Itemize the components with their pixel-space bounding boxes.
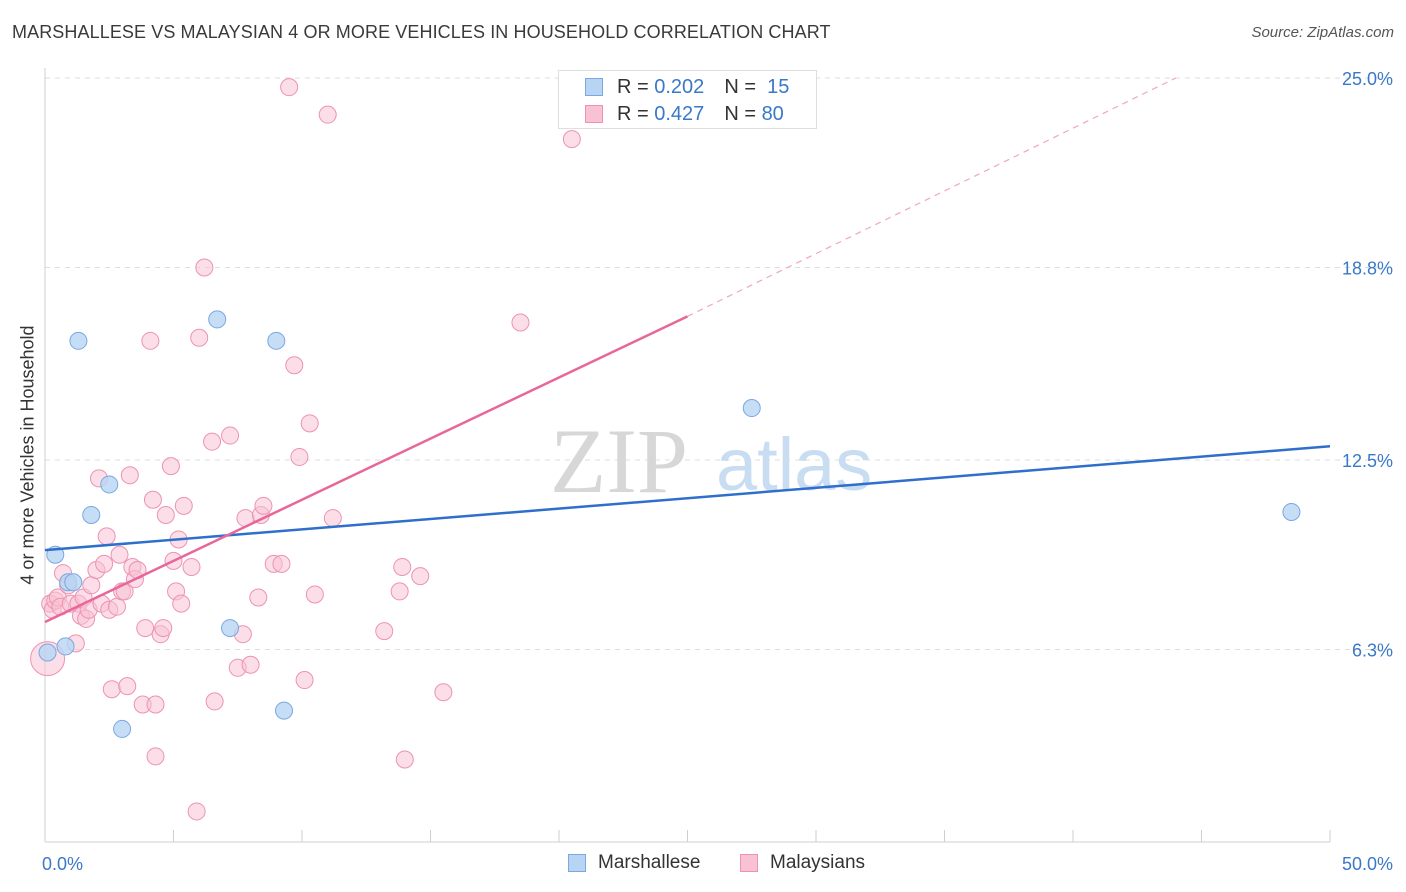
- legend-row-marshallese: R = 0.202 N = 15: [559, 74, 789, 100]
- series-marshallese-points: [38, 310, 1301, 738]
- point-malaysians: [254, 496, 273, 515]
- point-marshallese: [56, 637, 75, 656]
- point-malaysians: [511, 313, 530, 332]
- y-tick-label: 12.5%: [1342, 451, 1393, 471]
- point-malaysians: [172, 594, 191, 613]
- point-malaysians: [141, 331, 160, 350]
- point-malaysians: [295, 671, 314, 690]
- y-tick-label: 25.0%: [1342, 69, 1393, 89]
- point-malaysians: [120, 466, 139, 485]
- point-marshallese: [100, 475, 119, 494]
- point-malaysians: [375, 622, 394, 641]
- point-marshallese: [64, 573, 83, 592]
- point-marshallese: [221, 619, 240, 638]
- legend-n-value-marshallese: 15: [767, 75, 790, 98]
- trend-line-marshallese: [44, 445, 1331, 552]
- point-malaysians: [434, 683, 453, 702]
- point-malaysians: [156, 506, 175, 525]
- point-malaysians: [190, 328, 209, 347]
- point-marshallese: [82, 506, 101, 525]
- point-malaysians: [390, 582, 409, 601]
- legend-item-malaysians[interactable]: Malaysians: [740, 852, 865, 874]
- legend-n-value-malaysians: 80: [761, 102, 784, 125]
- point-malaysians: [411, 567, 430, 586]
- trend-line-malaysians-extension: [687, 77, 1177, 317]
- legend-r-label: R =: [617, 102, 649, 125]
- point-malaysians: [161, 457, 180, 476]
- legend-r-value-marshallese: 0.202: [654, 75, 705, 98]
- legend-label-malaysians: Malaysians: [770, 852, 866, 873]
- point-marshallese: [1282, 502, 1301, 521]
- x-tick-label: 50.0%: [1342, 854, 1393, 874]
- point-malaysians: [305, 585, 324, 604]
- gridlines: [45, 77, 1392, 650]
- point-malaysians: [102, 680, 121, 699]
- watermark-atlas: atlas: [716, 423, 872, 506]
- trend-lines: [44, 77, 1331, 624]
- point-malaysians: [118, 677, 137, 696]
- legend-label-marshallese: Marshallese: [598, 852, 701, 873]
- point-malaysians: [323, 509, 342, 528]
- source-label: Source: ZipAtlas.com: [1251, 24, 1394, 41]
- point-malaysians: [110, 545, 129, 564]
- point-marshallese: [742, 399, 761, 418]
- legend-r-value-malaysians: 0.427: [654, 102, 705, 125]
- point-malaysians: [205, 692, 224, 711]
- point-marshallese: [38, 643, 57, 662]
- point-marshallese: [275, 701, 294, 720]
- point-malaysians: [249, 588, 268, 607]
- legend-row-malaysians: R = 0.427 N = 80: [559, 101, 784, 127]
- point-malaysians: [146, 695, 165, 714]
- point-malaysians: [285, 356, 304, 375]
- legend-swatch-malaysians: [740, 854, 758, 872]
- point-malaysians: [203, 432, 222, 451]
- point-malaysians: [154, 619, 173, 638]
- point-malaysians: [290, 447, 309, 466]
- tick-labels: 6.3% 12.5% 18.8% 25.0% 0.0% 50.0%: [42, 69, 1393, 874]
- point-malaysians: [107, 597, 126, 616]
- point-marshallese: [113, 719, 132, 738]
- watermark: ZIP atlas: [550, 410, 872, 512]
- axes: [44, 68, 1331, 843]
- point-malaysians: [300, 414, 319, 433]
- point-malaysians: [393, 557, 412, 576]
- legend-swatch-marshallese: [568, 854, 586, 872]
- point-malaysians: [187, 802, 206, 821]
- x-tick-label: 0.0%: [42, 854, 83, 874]
- series-legend: Marshallese Malaysians: [0, 852, 1406, 878]
- point-malaysians: [143, 490, 162, 509]
- point-malaysians: [221, 426, 240, 445]
- series-malaysians-points: [30, 78, 653, 821]
- point-malaysians: [241, 655, 260, 674]
- point-malaysians: [280, 78, 299, 97]
- point-malaysians: [97, 527, 116, 546]
- watermark-zip: ZIP: [550, 410, 688, 512]
- point-malaysians: [174, 496, 193, 515]
- point-malaysians: [136, 619, 155, 638]
- point-malaysians: [195, 258, 214, 277]
- legend-r-label: R =: [617, 75, 649, 98]
- point-malaysians: [95, 554, 114, 573]
- point-marshallese: [69, 331, 88, 350]
- point-marshallese: [208, 310, 227, 329]
- legend-n-label: N =: [724, 75, 756, 98]
- y-tick-label: 18.8%: [1342, 258, 1393, 278]
- trend-line-malaysians: [44, 315, 689, 624]
- legend-swatch-marshallese: [585, 78, 603, 96]
- point-malaysians: [272, 554, 291, 573]
- point-malaysians: [318, 105, 337, 124]
- point-malaysians: [146, 747, 165, 766]
- y-tick-label: 6.3%: [1352, 640, 1393, 660]
- point-malaysians: [182, 557, 201, 576]
- point-malaysians: [395, 750, 414, 769]
- stats-legend: R = 0.202 N = 15 R = 0.427 N = 80: [558, 70, 817, 129]
- legend-swatch-malaysians: [585, 105, 603, 123]
- point-malaysians: [82, 576, 101, 595]
- point-marshallese: [267, 331, 286, 350]
- chart-title: MARSHALLESE VS MALAYSIAN 4 OR MORE VEHIC…: [12, 22, 831, 42]
- point-malaysians: [562, 130, 581, 149]
- legend-n-label: N =: [724, 102, 756, 125]
- legend-item-marshallese[interactable]: Marshallese: [568, 852, 700, 874]
